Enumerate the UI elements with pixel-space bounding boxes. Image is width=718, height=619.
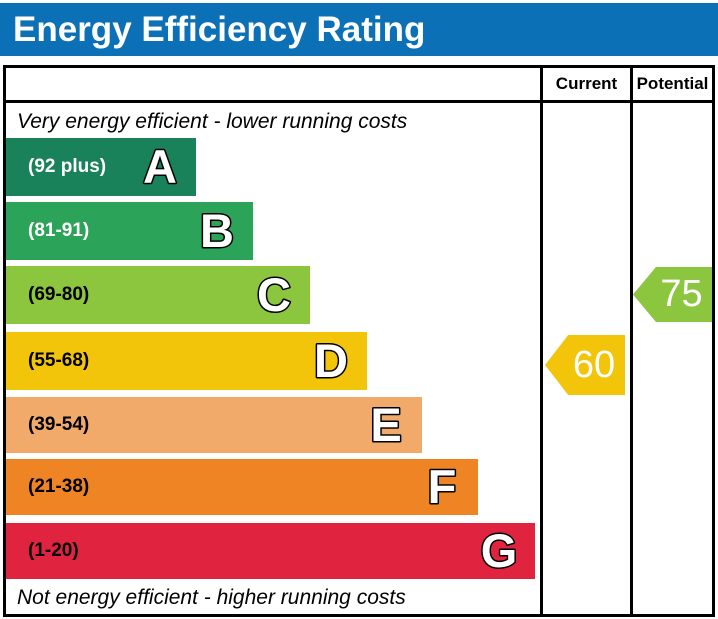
potential-column-header: Potential bbox=[636, 74, 709, 93]
band-row-f: (21-38) F bbox=[6, 459, 478, 515]
band-row-e: (39-54) E bbox=[6, 397, 422, 453]
potential-column-divider bbox=[630, 68, 633, 614]
band-range-label: (39-54) bbox=[28, 414, 90, 435]
top-note: Very energy efficient - lower running co… bbox=[17, 110, 408, 133]
potential-rating-value: 75 bbox=[660, 273, 703, 315]
band-letter-g: G bbox=[479, 523, 519, 579]
current-rating-value: 60 bbox=[572, 343, 616, 386]
band-letter-e: E bbox=[369, 397, 403, 453]
band-range-label: (1-20) bbox=[28, 540, 79, 561]
band-letter-f: F bbox=[426, 459, 458, 515]
rating-table-inner: Current Potential Very energy efficient … bbox=[6, 68, 712, 614]
current-column-header: Current bbox=[555, 74, 618, 93]
band-row-b: (81-91) B bbox=[6, 202, 253, 260]
rating-table: Current Potential Very energy efficient … bbox=[3, 65, 715, 617]
band-range-label: (81-91) bbox=[28, 220, 90, 241]
band-letter-b: B bbox=[199, 203, 236, 259]
svg-text:G: G bbox=[481, 524, 518, 577]
band-range-label: (55-68) bbox=[28, 350, 90, 371]
current-column-divider bbox=[540, 68, 543, 614]
svg-text:C: C bbox=[257, 268, 291, 321]
band-range-label: (69-80) bbox=[28, 284, 90, 305]
current-rating-arrow: 60 bbox=[545, 335, 625, 395]
svg-text:A: A bbox=[143, 140, 177, 193]
svg-text:B: B bbox=[200, 204, 234, 257]
svg-text:D: D bbox=[314, 334, 348, 387]
svg-text:F: F bbox=[428, 460, 457, 513]
page-title: Energy Efficiency Rating bbox=[13, 9, 426, 49]
potential-rating-arrow: 75 bbox=[633, 267, 712, 322]
band-letter-d: D bbox=[313, 333, 350, 389]
band-range-label: (92 plus) bbox=[28, 156, 107, 177]
band-letter-c: C bbox=[256, 267, 293, 323]
band-letter-a: A bbox=[142, 139, 179, 195]
band-row-g: (1-20) G bbox=[6, 523, 535, 579]
band-row-c: (69-80) C bbox=[6, 266, 310, 324]
title-bar: Energy Efficiency Rating bbox=[0, 3, 718, 56]
svg-text:E: E bbox=[370, 398, 401, 451]
bottom-note: Not energy efficient - higher running co… bbox=[17, 586, 406, 609]
header-divider-line bbox=[6, 100, 712, 103]
band-row-a: (92 plus) A bbox=[6, 138, 196, 196]
band-range-label: (21-38) bbox=[28, 476, 90, 497]
band-row-d: (55-68) D bbox=[6, 332, 367, 390]
